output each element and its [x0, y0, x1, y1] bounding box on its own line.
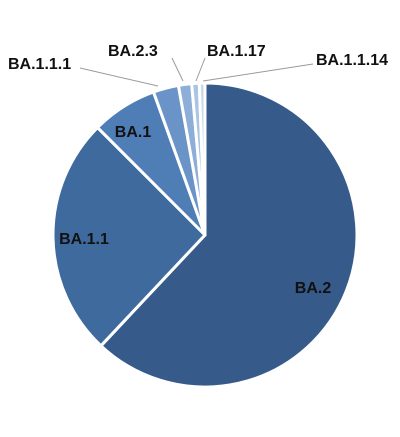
slice-labels: BA.2 BA.1.1 BA.1 BA.1.1.1 BA.2.3 BA.1.17 BA.1.…	[8, 43, 388, 297]
slice-label-ba-1-1-1: BA.1.1.1	[8, 56, 71, 73]
slice-label-ba-1-17: BA.1.17	[207, 43, 266, 60]
slice-label-ba-1: BA.1	[115, 124, 152, 141]
slice-label-ba-1-1: BA.1.1	[59, 231, 109, 248]
pie-slice-ba-2	[99, 81, 359, 389]
leader-line-ba-1-17	[195, 57, 206, 82]
pie-slice-ba-1-1	[51, 126, 207, 348]
slice-label-ba-1-1-14: BA.1.1.14	[316, 52, 388, 69]
pie-slices	[51, 81, 359, 389]
leader-line-ba-2-3	[171, 57, 184, 82]
leader-line-ba-1-1-1	[79, 67, 159, 87]
pie-slice-ba-1-1-14	[197, 81, 207, 237]
slice-label-ba-2: BA.2	[295, 280, 332, 297]
leader-line-ba-1-1-14	[202, 63, 314, 82]
leader-lines	[79, 57, 314, 87]
slice-label-ba-2-3: BA.2.3	[108, 43, 158, 60]
